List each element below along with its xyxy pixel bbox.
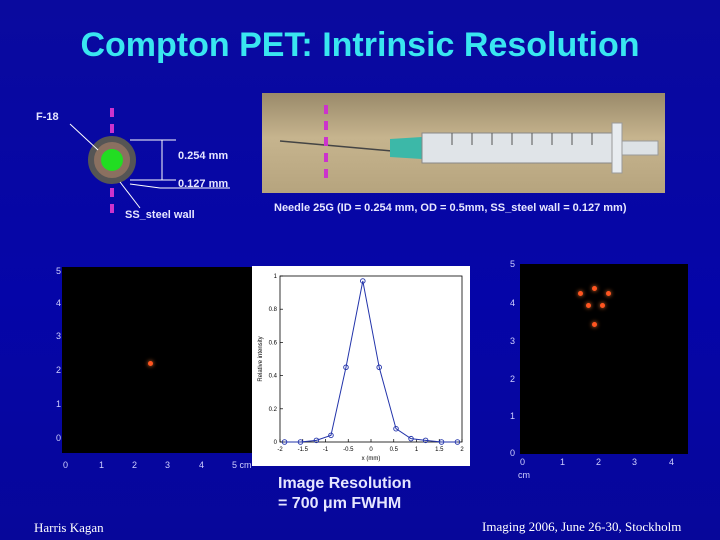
plot-frame — [279, 275, 463, 443]
data-point — [376, 364, 382, 371]
f18-label: F-18 — [36, 111, 59, 123]
right-hotspot — [578, 291, 583, 296]
resolution-line-1: Image Resolution — [278, 475, 412, 492]
data-point — [393, 425, 399, 432]
x-tick-label: 1 — [415, 447, 419, 453]
x-axis-label: x (mm) — [362, 456, 381, 462]
steel-wall-label: SS_steel wall — [125, 209, 195, 221]
right-image-panel — [520, 264, 688, 454]
left-y-tick: 0 — [56, 433, 62, 443]
y-tick-label: 0.2 — [269, 407, 278, 413]
left-y-tick: 3 — [56, 331, 62, 341]
right-hotspot — [592, 322, 597, 327]
profile-plot-panel: -2 -1.5 -1 -0.5 0 0.5 1 1.5 2 0 0.2 0.4 0.6 0.8 1 x (mm… — [252, 266, 470, 466]
data-point — [438, 439, 445, 445]
resolution-statement: Image Resolution = 700 μm FWHM — [278, 474, 411, 514]
f18-source — [101, 149, 123, 171]
x-tick-label: -2 — [277, 447, 283, 453]
left-x-tick: 3 — [165, 460, 171, 470]
footer-conference: Imaging 2006, June 26-30, Stockholm — [482, 519, 682, 534]
y-tick-label: 0.4 — [269, 374, 278, 380]
y-tick-label: 0 — [274, 440, 278, 446]
syringe-drawing — [279, 122, 659, 174]
right-x-tick: 2 — [596, 457, 602, 467]
right-x-tick: 4 — [669, 457, 675, 467]
right-y-tick: 0 — [510, 448, 516, 458]
resolution-line-2: = 700 μm FWHM — [278, 495, 402, 512]
inner-diameter-label: 0.254 mm — [178, 150, 229, 162]
wall-thickness-label: 0.127 mm — [178, 178, 229, 190]
right-y-tick: 2 — [510, 374, 516, 384]
x-tick-label: -0.5 — [343, 447, 354, 453]
profile-chart: -2 -1.5 -1 -0.5 0 0.5 1 1.5 2 0 0.2 0.4 0.6 0.8 1 x (mm… — [258, 274, 464, 462]
x-tick-label: -1 — [323, 447, 329, 453]
y-tick-label: 1 — [274, 274, 278, 280]
syringe-photo — [262, 93, 665, 193]
right-x-unit: cm — [518, 470, 530, 480]
right-y-tick: 1 — [510, 411, 516, 421]
left-y-tick: 4 — [56, 298, 62, 308]
x-tick-label: 2 — [460, 447, 464, 453]
left-image-panel — [62, 267, 252, 453]
right-hotspot — [606, 291, 611, 296]
needle-cross-section-diagram — [69, 108, 230, 218]
left-x-tick: 0 — [63, 460, 69, 470]
y-axis-label: Relative intensity — [258, 336, 264, 381]
data-point — [281, 439, 288, 445]
data-point — [328, 432, 334, 439]
data-point — [360, 278, 366, 284]
data-point — [297, 439, 304, 445]
left-hotspot — [148, 361, 153, 366]
right-x-tick: 0 — [520, 457, 526, 467]
data-point — [343, 364, 349, 371]
right-x-tick: 1 — [560, 457, 566, 467]
left-y-tick: 1 — [56, 399, 62, 409]
right-y-tick: 5 — [510, 259, 516, 269]
right-x-tick: 3 — [632, 457, 638, 467]
slide-title: Compton PET: Intrinsic Resolution — [80, 26, 640, 64]
data-point — [313, 437, 320, 444]
right-y-tick: 4 — [510, 298, 516, 308]
x-tick-label: 0.5 — [390, 447, 399, 453]
x-tick-label: 0 — [369, 447, 373, 453]
x-tick-label: -1.5 — [298, 447, 309, 453]
left-x-tick: 1 — [99, 460, 105, 470]
footer-author: Harris Kagan — [34, 520, 104, 535]
left-x-tick: 4 — [199, 460, 205, 470]
magenta-marker-photo — [324, 105, 328, 185]
right-y-tick: 3 — [510, 336, 516, 346]
profile-line — [284, 280, 458, 443]
left-y-tick: 5 — [56, 266, 62, 276]
data-point — [454, 439, 461, 445]
right-hotspot — [586, 303, 591, 308]
y-tick-label: 0.8 — [269, 307, 278, 313]
right-hotspot — [592, 286, 597, 291]
needle-caption: Needle 25G (ID = 0.254 mm, OD = 0.5mm, S… — [274, 202, 627, 214]
left-y-tick: 2 — [56, 365, 62, 375]
x-tick-label: 1.5 — [435, 447, 444, 453]
data-point — [422, 437, 429, 444]
left-x-tick: 2 — [132, 460, 138, 470]
y-tick-label: 0.6 — [269, 340, 278, 346]
left-x-tick: 5 cm — [232, 460, 252, 470]
right-hotspot — [600, 303, 605, 308]
data-point — [408, 435, 414, 442]
